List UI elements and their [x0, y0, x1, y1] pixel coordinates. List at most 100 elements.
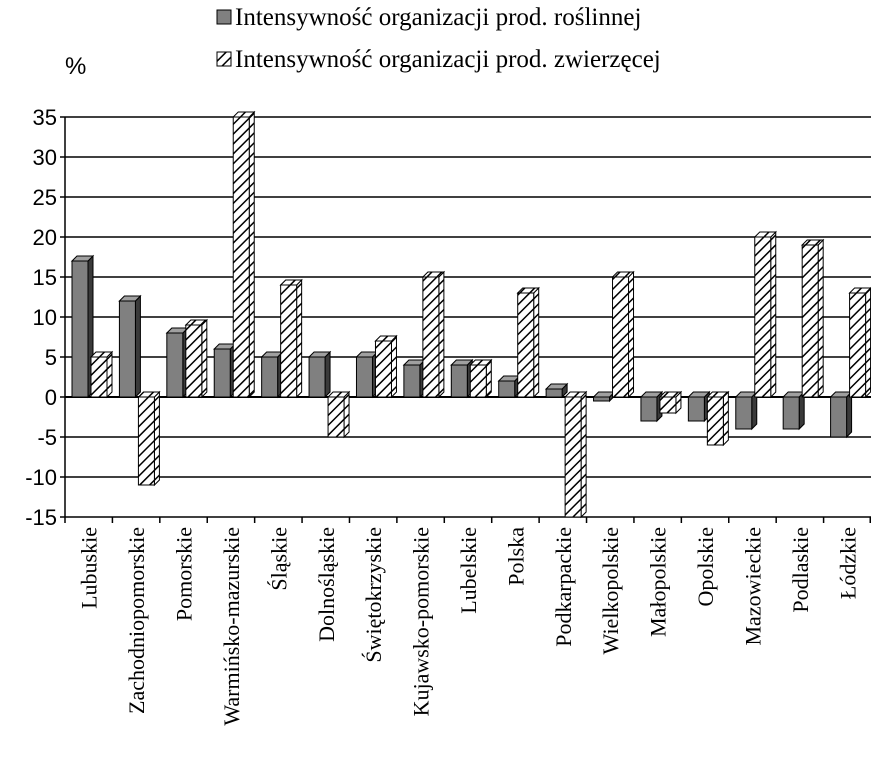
bar-front: [280, 284, 298, 398]
y-tick-label: 10: [33, 305, 57, 330]
x-tick-label: Warmińsko-mazurskie: [219, 527, 244, 726]
bar-animal: [611, 270, 635, 399]
bar-front: [849, 292, 867, 398]
y-tick-label: 0: [45, 385, 57, 410]
bar-side: [201, 318, 208, 399]
bar-animal: [658, 390, 683, 415]
bar-animal: [374, 334, 398, 399]
bar-side: [485, 358, 492, 399]
bar-animal: [563, 390, 588, 519]
bar-plant: [687, 390, 711, 423]
legend-swatch-animal: [216, 51, 232, 67]
bar-front: [261, 356, 279, 398]
grid: [65, 116, 871, 518]
bar-front: [213, 348, 231, 398]
bar-side: [817, 238, 824, 399]
bar-side: [296, 278, 303, 399]
x-tick-label: Łódzkie: [835, 527, 860, 599]
x-tick-label: Wielkopolskie: [598, 527, 623, 654]
bar-animal: [184, 318, 209, 399]
y-tick-label: -10: [25, 465, 57, 490]
bar-plant: [829, 390, 853, 439]
bar-animal: [848, 286, 871, 399]
bar-plant: [118, 294, 142, 399]
bar-side: [324, 350, 331, 399]
bar-side: [343, 390, 350, 439]
x-tick-label: Polska: [503, 527, 528, 586]
legend: Intensywność organizacji prod. roślinnej…: [216, 4, 661, 73]
unit-label: %: [65, 53, 86, 80]
x-tick-label: Dolnośląskie: [314, 527, 339, 642]
bar-front: [545, 388, 563, 398]
bar-plant: [70, 254, 95, 399]
bar-front: [118, 300, 136, 398]
bar-front: [564, 396, 582, 518]
bar-animal: [137, 390, 161, 487]
x-tick-label: Mazowieckie: [740, 527, 765, 646]
x-tick-label: Lubuskie: [77, 527, 102, 609]
y-tick-label: -5: [37, 425, 57, 450]
y-tick-label: 25: [33, 185, 57, 210]
bar-front: [308, 356, 326, 398]
bar-animal: [753, 230, 777, 399]
bar-front: [469, 364, 487, 398]
bar-side: [390, 334, 397, 399]
x-tick-labels: Lubuskie Zachodniopomorskie Pomorskie Warmi…: [77, 527, 861, 726]
bar-front: [687, 396, 705, 422]
bar-front: [517, 292, 535, 398]
bar-front: [593, 396, 611, 402]
bar-plant: [307, 350, 332, 399]
x-tick-label: Pomorskie: [172, 527, 197, 621]
bar-front: [801, 244, 819, 398]
bar-front: [659, 396, 677, 414]
x-tick-label: Kujawsko-pomorskie: [409, 527, 434, 716]
bar-plant: [402, 358, 427, 399]
bar-animal: [421, 270, 446, 399]
y-tick-label: 20: [33, 225, 57, 250]
bar-plant: [497, 374, 521, 399]
bar-front: [232, 116, 250, 398]
bar-side: [865, 286, 871, 399]
bar-side: [533, 286, 540, 399]
bar-animal: [279, 278, 303, 399]
bar-side: [438, 270, 445, 399]
y-tick-label: 30: [33, 145, 57, 170]
bar-front: [450, 364, 468, 398]
bar-plant: [450, 358, 474, 399]
y-tick-label: 35: [33, 105, 57, 130]
bar-animal: [800, 238, 825, 399]
bar-side: [628, 270, 635, 399]
bar-front: [374, 340, 392, 398]
bar-plant: [734, 390, 758, 431]
bar-side: [770, 230, 777, 399]
legend-swatch-plant: [216, 9, 232, 25]
y-tick-label: -15: [25, 505, 57, 530]
bar-plant: [260, 350, 284, 399]
bar-front: [754, 236, 772, 398]
bar-side: [248, 110, 255, 399]
bar-front: [403, 364, 421, 398]
bar-front: [355, 356, 373, 398]
legend-label-animal: Intensywność organizacji prod. zwierzęce…: [235, 46, 661, 73]
bar-animal: [516, 286, 540, 399]
bar-animal: [469, 358, 493, 399]
y-tick-label: 15: [33, 265, 57, 290]
bar-side: [134, 294, 141, 399]
x-tick-label: Małopolskie: [646, 527, 671, 637]
bar-plant: [592, 390, 616, 403]
bar-plant: [165, 326, 190, 399]
bar-animal: [89, 350, 114, 399]
bar-plant: [213, 342, 237, 399]
bar-front: [782, 396, 800, 430]
y-tick-label: 5: [45, 345, 57, 370]
bars: [70, 110, 871, 519]
x-tick-label: Świętokrzyskie: [361, 527, 386, 663]
bar-animal: [232, 110, 256, 399]
bar-front: [830, 396, 848, 438]
bar-side: [580, 390, 587, 519]
bar-plant: [355, 350, 379, 399]
x-tick-label: Opolskie: [693, 527, 718, 606]
x-tick-label: Podkarpackie: [551, 527, 576, 647]
bar-front: [327, 396, 345, 438]
